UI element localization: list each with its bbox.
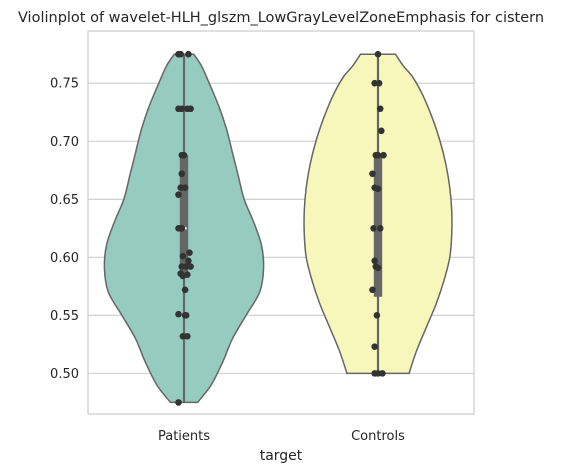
data-point (371, 343, 379, 350)
x-axis-title: target (260, 448, 303, 464)
data-point (374, 185, 382, 193)
data-point (378, 127, 385, 135)
data-point (178, 105, 186, 113)
x-tick-label: Patients (158, 429, 210, 444)
data-point (182, 312, 190, 319)
data-point (369, 286, 376, 294)
data-point (178, 225, 186, 232)
plot-frame (87, 30, 475, 415)
axes: 0.50 0.55 0.60 0.65 0.70 0.75 Patients Controls (50, 77, 405, 444)
data-point (180, 151, 188, 159)
y-tick-label: 0.65 (50, 193, 79, 208)
iqr-box (179, 155, 189, 273)
data-point (179, 272, 187, 280)
data-point (376, 105, 384, 113)
data-point (375, 79, 383, 87)
data-point (181, 184, 189, 191)
data-point (380, 151, 387, 159)
x-tick-label: Controls (351, 429, 405, 444)
y-tick-label: 0.75 (50, 77, 79, 92)
data-point (175, 191, 182, 198)
data-point (374, 151, 382, 159)
data-point (175, 310, 182, 318)
data-point (178, 170, 186, 178)
y-tick-label: 0.70 (50, 135, 79, 150)
data-point (177, 50, 184, 58)
data-point (185, 50, 192, 58)
data-point (185, 257, 192, 265)
data-point (181, 286, 189, 294)
data-point (175, 399, 182, 406)
data-point (379, 370, 386, 377)
data-point (369, 170, 376, 178)
data-point (179, 252, 187, 260)
y-tick-label: 0.60 (50, 251, 79, 266)
y-tick-label: 0.55 (50, 309, 79, 324)
data-point (371, 257, 379, 265)
data-point (187, 263, 194, 270)
data-point (187, 105, 194, 113)
data-point (374, 264, 382, 272)
y-tick-label: 0.50 (50, 367, 79, 382)
strip-points (175, 50, 387, 406)
data-point (184, 332, 191, 340)
data-point (374, 50, 382, 58)
data-point (373, 312, 381, 319)
chart-title: Violinplot of wavelet-HLH_glszm_LowGrayL… (18, 10, 544, 26)
data-point (186, 249, 193, 256)
data-point (370, 225, 377, 232)
data-point (376, 225, 384, 232)
violins (103, 53, 453, 404)
